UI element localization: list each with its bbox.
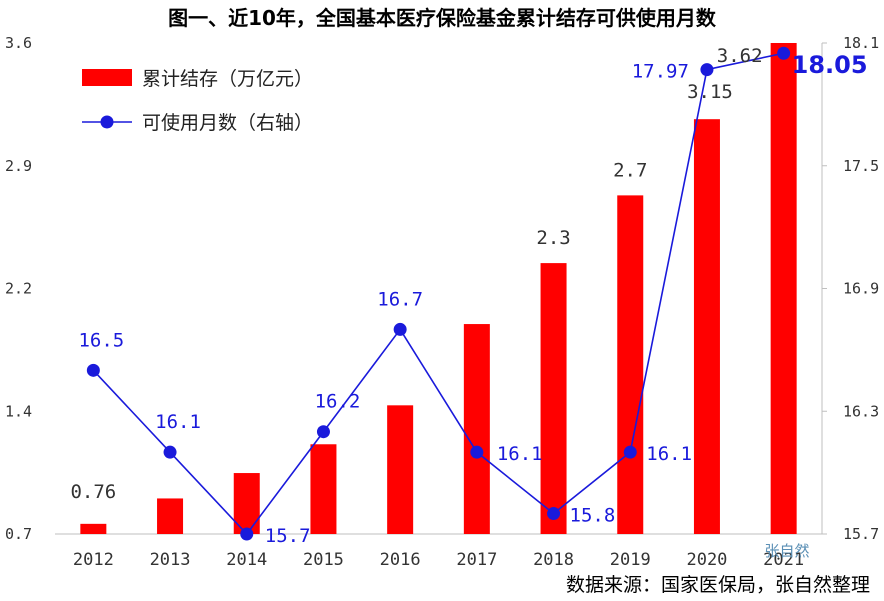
line-marker: [547, 507, 561, 521]
bar: [540, 263, 567, 534]
y-left-tick-label: 1.4: [5, 402, 32, 420]
y-right-tick-label: 18.1: [843, 34, 879, 52]
line-series: [92, 52, 784, 536]
watermark-text: 张自然: [764, 542, 809, 560]
chart-axes: 0.7 1.4 2.2 2.9 3.6 15.7 16.3 16.9 17.5 18.1 2012 2…: [5, 34, 879, 570]
bar: [463, 324, 490, 534]
y-right-tick-label: 16.9: [843, 280, 879, 298]
y-left-tick-label: 2.9: [5, 157, 32, 175]
bar-data-label: 0.76: [70, 481, 116, 503]
x-tick-label: 2015: [303, 550, 344, 570]
bar-data-label: 2.3: [536, 227, 570, 249]
labels-group: 0.76 2.3 2.7 3.15 3.62 16.5 16.1 15.7 16.2 16.7 16…: [70, 45, 867, 547]
line-data-label: 15.8: [570, 505, 616, 527]
x-tick-label: 2020: [686, 550, 727, 570]
line-data-label: 16.7: [377, 288, 423, 310]
bar: [80, 523, 107, 534]
bar: [310, 444, 337, 534]
legend-bar-label: 累计结存（万亿元）: [142, 68, 313, 90]
line-marker: [470, 445, 484, 459]
bar-data-label: 2.7: [613, 159, 647, 181]
line-data-label: 17.97: [632, 61, 689, 83]
y-left-tick-label: 3.6: [5, 34, 32, 52]
source-note: 数据来源：国家医保局，张自然整理: [565, 574, 870, 596]
line-data-label: 15.7: [265, 525, 311, 547]
line-data-label: 16.1: [646, 443, 692, 465]
y-right-tick-label: 15.7: [843, 525, 879, 543]
x-tick-label: 2021: [763, 550, 804, 570]
x-tick-label: 2019: [610, 550, 651, 570]
line-data-label: 16.2: [315, 391, 361, 413]
x-tick-label: 2012: [73, 550, 114, 570]
legend-line-label: 可使用月数（右轴）: [142, 112, 313, 134]
bar: [387, 405, 414, 534]
y-right-tick-label: 17.5: [843, 157, 879, 175]
line-data-label: 16.5: [78, 329, 124, 351]
line-data-label: 16.1: [497, 443, 543, 465]
x-tick-label: 2018: [533, 550, 574, 570]
legend-line-marker: [100, 115, 114, 129]
y-left-tick-label: 0.7: [5, 525, 32, 543]
line-marker: [86, 363, 100, 377]
line-marker: [316, 425, 330, 439]
legend-bar-swatch: [82, 69, 132, 86]
line-data-label: 18.05: [792, 51, 868, 79]
chart-title: 图一、近10年，全国基本医疗保险基金累计结存可供使用月数: [168, 6, 716, 30]
line-marker: [240, 527, 254, 541]
bar: [770, 43, 797, 534]
y-right-tick-label: 16.3: [843, 402, 879, 420]
bar: [617, 195, 644, 534]
line-marker: [777, 46, 791, 60]
bar-data-label: 3.15: [687, 81, 733, 103]
x-tick-label: 2013: [150, 550, 191, 570]
bar: [157, 498, 184, 534]
y-left-tick-label: 2.2: [5, 280, 32, 298]
line-marker: [393, 322, 407, 336]
line-group: [86, 46, 791, 541]
line-marker: [700, 63, 714, 77]
x-tick-label: 2014: [226, 550, 267, 570]
legend: 累计结存（万亿元） 可使用月数（右轴）: [82, 68, 313, 134]
bar-data-label: 3.62: [717, 45, 763, 67]
bars-group: [80, 43, 797, 535]
x-tick-label: 2016: [380, 550, 421, 570]
line-marker: [163, 445, 177, 459]
line-data-label: 16.1: [155, 411, 201, 433]
bar: [693, 119, 720, 535]
x-tick-label: 2017: [456, 550, 497, 570]
line-marker: [623, 445, 637, 459]
